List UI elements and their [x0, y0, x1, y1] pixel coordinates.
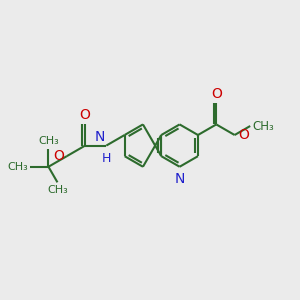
Text: CH₃: CH₃	[47, 185, 68, 195]
Text: O: O	[211, 87, 222, 101]
Text: N: N	[174, 172, 185, 186]
Text: H: H	[102, 152, 111, 165]
Text: O: O	[53, 149, 64, 163]
Text: O: O	[80, 108, 91, 122]
Text: CH₃: CH₃	[8, 162, 28, 172]
Text: N: N	[94, 130, 105, 144]
Text: O: O	[238, 128, 249, 142]
Text: CH₃: CH₃	[252, 119, 274, 133]
Text: CH₃: CH₃	[38, 136, 59, 146]
